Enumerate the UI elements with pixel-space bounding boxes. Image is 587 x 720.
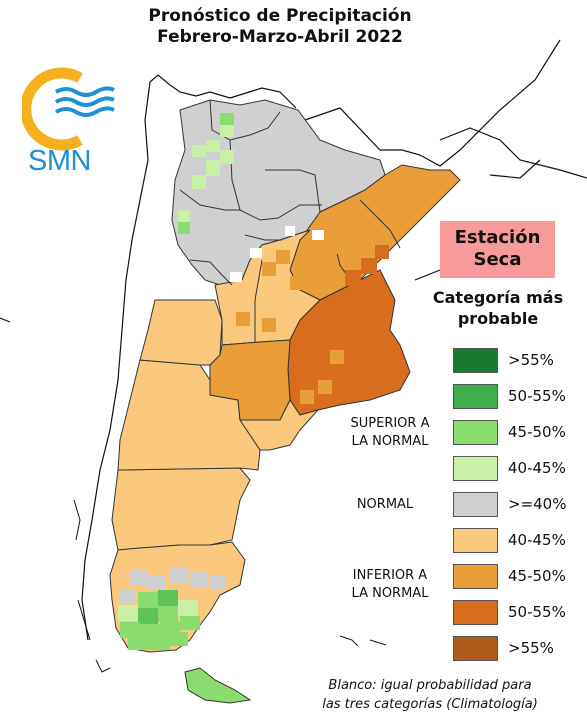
neighbor-borders <box>0 39 587 641</box>
season-badge: Estación Seca <box>440 221 555 278</box>
legend-swatch <box>453 420 498 445</box>
region-patagonia-sur <box>111 467 251 551</box>
province-borders <box>179 99 401 342</box>
legend-label: 50-55% <box>508 387 566 405</box>
footnote: Blanco: igual probabilidad para las tres… <box>305 676 555 714</box>
legend-swatch <box>453 492 498 517</box>
legend-group-superior-line-1: SUPERIOR A <box>350 416 430 431</box>
legend-swatch <box>453 528 498 553</box>
logo-waves <box>54 86 115 117</box>
region-tierra-del-fuego <box>184 667 252 704</box>
map-title: Pronóstico de Precipitación Febrero-Marz… <box>90 6 470 48</box>
legend-title-line-2: probable <box>457 309 539 328</box>
legend-label: >=40% <box>508 495 567 513</box>
title-line-1: Pronóstico de Precipitación <box>148 6 412 26</box>
legend-group-inferior: INFERIOR A LA NORMAL <box>338 567 442 603</box>
legend-label: 50-55% <box>508 603 566 621</box>
legend-group-inferior-line-1: INFERIOR A <box>352 568 428 583</box>
legend-label: 40-45% <box>508 531 566 549</box>
legend-label: 45-50% <box>508 567 566 585</box>
smn-logo: SMN <box>22 67 115 176</box>
legend-label: >55% <box>508 351 554 369</box>
legend-swatch <box>453 636 498 661</box>
legend-swatch <box>453 600 498 625</box>
legend-group-inferior-line-2: LA NORMAL <box>351 586 429 601</box>
legend-group-normal: NORMAL <box>356 497 414 512</box>
legend-group-superior-line-2: LA NORMAL <box>351 434 429 449</box>
title-line-2: Febrero-Marzo-Abril 2022 <box>157 27 403 47</box>
legend-swatch <box>453 348 498 373</box>
footnote-line-2: las tres categorías (Climatología) <box>322 697 538 712</box>
legend-group-superior: SUPERIOR A LA NORMAL <box>338 415 442 451</box>
logo-text: SMN <box>28 145 91 176</box>
legend-swatch <box>453 384 498 409</box>
legend-title: Categoría más probable <box>418 287 578 329</box>
logo-ring <box>22 67 83 151</box>
season-line-1: Estación <box>454 227 541 248</box>
region-cuyo <box>139 299 223 366</box>
season-line-2: Seca <box>473 249 522 270</box>
islands <box>73 499 387 673</box>
legend-swatch <box>453 456 498 481</box>
legend-label: >55% <box>508 639 554 657</box>
legend-swatch <box>453 564 498 589</box>
legend-label: 40-45% <box>508 459 566 477</box>
legend-title-line-1: Categoría más <box>432 288 564 307</box>
forecast-cells <box>118 113 389 650</box>
region-sur-bonaerense <box>239 399 320 451</box>
legend-label: 45-50% <box>508 423 566 441</box>
footnote-line-1: Blanco: igual probabilidad para <box>328 678 532 693</box>
